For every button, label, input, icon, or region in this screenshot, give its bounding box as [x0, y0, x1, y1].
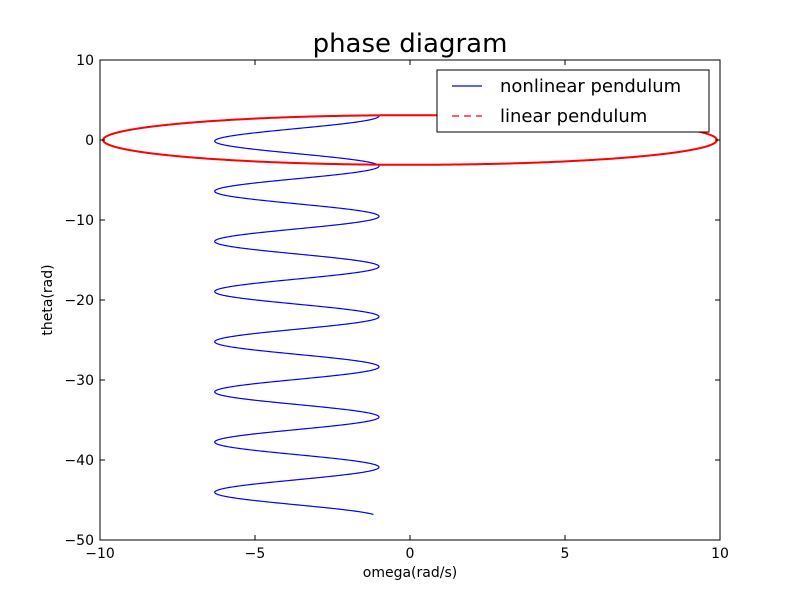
- y-tick-label: −50: [64, 533, 94, 549]
- legend-label-linear: linear pendulum: [500, 106, 647, 127]
- y-tick-label: −10: [64, 213, 94, 229]
- series-nonlinear-pendulum: [214, 115, 380, 515]
- x-tick-label: 10: [711, 546, 729, 562]
- x-tick-label: 5: [561, 546, 570, 562]
- y-tick-label: −40: [64, 453, 94, 469]
- legend-box: [436, 69, 710, 133]
- y-tick-label: 10: [76, 53, 94, 69]
- legend-label-nonlinear: nonlinear pendulum: [500, 76, 681, 97]
- x-tick-label: −5: [245, 546, 266, 562]
- x-tick-label: 0: [406, 546, 415, 562]
- y-tick-label: 0: [85, 133, 94, 149]
- x-axis-label: omega(rad/s): [363, 565, 457, 581]
- legend: nonlinear pendulum linear pendulum: [436, 69, 710, 133]
- y-tick-label: −30: [64, 373, 94, 389]
- y-axis-label: theta(rad): [40, 264, 56, 335]
- y-tick-label: −20: [64, 293, 94, 309]
- chart-title: phase diagram: [313, 29, 508, 59]
- x-tick-label: −10: [85, 546, 115, 562]
